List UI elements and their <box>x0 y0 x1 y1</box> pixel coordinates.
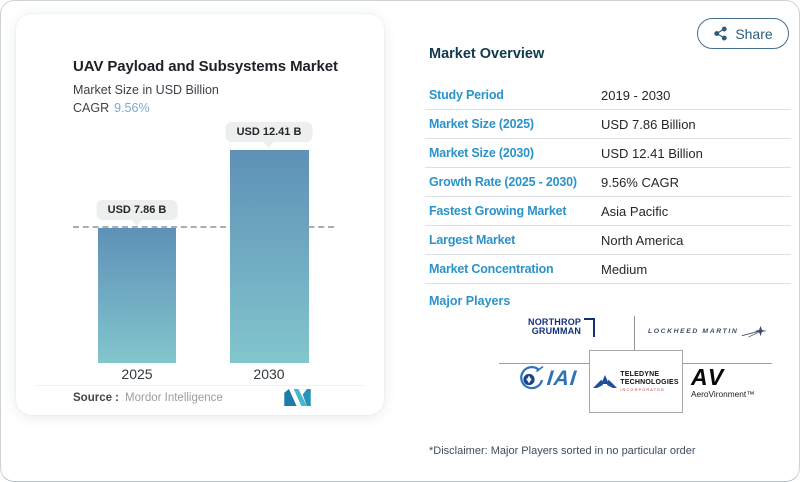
source-value: Mordor Intelligence <box>125 392 223 404</box>
bar-value-label-2025: USD 7.86 B <box>96 200 178 220</box>
row-value: Asia Pacific <box>601 203 669 219</box>
northrop-grumman-logo: NORTHROP GRUMMAN <box>528 317 596 337</box>
table-row: Market Size (2025) USD 7.86 Billion <box>425 110 791 139</box>
table-row: Market Concentration Medium <box>425 255 791 284</box>
teledyne-logo-box: TELEDYNE TECHNOLOGIES INCORPORATED <box>589 350 683 413</box>
logo-grid-horizontal-divider-left <box>499 363 589 364</box>
market-chart-card: UAV Payload and Subsystems Market Market… <box>16 14 384 415</box>
bar-chart-plot: USD 7.86 B USD 12.41 B <box>16 14 384 363</box>
av-wordmark: AV <box>691 364 726 390</box>
chart-subtitle: Market Size in USD Billion <box>73 83 219 97</box>
aerovironment-logo: AV AeroVironment™ <box>691 364 755 400</box>
major-players-label: Major Players <box>429 294 511 308</box>
logo-grid-vertical-divider <box>634 316 635 350</box>
iai-logo: IAI <box>516 365 579 393</box>
chart-title: UAV Payload and Subsystems Market <box>73 58 338 75</box>
iai-wordmark: IAI <box>545 367 579 390</box>
table-row: Largest Market North America <box>425 226 791 255</box>
row-label: Study Period <box>429 88 504 102</box>
row-value: 2019 - 2030 <box>601 87 671 103</box>
northrop-bracket-icon <box>584 318 596 337</box>
row-label: Fastest Growing Market <box>429 204 567 218</box>
row-value: USD 7.86 Billion <box>601 116 696 132</box>
lockheed-star-icon <box>740 324 768 339</box>
lockheed-martin-logo: LOCKHEED MARTIN <box>648 324 768 339</box>
table-row: Study Period 2019 - 2030 <box>425 81 791 110</box>
x-axis-label-2030: 2030 <box>253 366 285 382</box>
cagr-row: CAGR 9.56% <box>73 101 150 115</box>
row-value: 9.56% CAGR <box>601 174 680 190</box>
row-value: USD 12.41 Billion <box>601 145 703 161</box>
source-row: Source : Mordor Intelligence <box>73 392 223 404</box>
row-value: Medium <box>601 261 648 277</box>
cagr-label: CAGR <box>73 101 110 115</box>
x-axis-label-2025: 2025 <box>121 366 153 382</box>
source-label: Source : <box>73 392 120 404</box>
row-value: North America <box>601 232 684 248</box>
aerovironment-name: AeroVironment™ <box>691 389 755 399</box>
iai-emblem-icon <box>516 365 544 393</box>
cagr-value: 9.56% <box>114 101 150 115</box>
row-label: Market Size (2025) <box>429 117 534 131</box>
share-button[interactable]: Share <box>697 18 789 49</box>
teledyne-arrows-icon <box>593 374 618 389</box>
table-row: Fastest Growing Market Asia Pacific <box>425 197 791 226</box>
bar-2025 <box>98 228 176 363</box>
teledyne-wordmark: TELEDYNE TECHNOLOGIES INCORPORATED <box>620 371 679 392</box>
disclaimer-text: *Disclaimer: Major Players sorted in no … <box>429 445 696 457</box>
bar-value-label-2030: USD 12.41 B <box>225 122 313 142</box>
mordor-intelligence-logo-icon <box>284 389 311 411</box>
bar-2030 <box>230 150 309 363</box>
lockheed-martin-wordmark: LOCKHEED MARTIN <box>648 328 739 335</box>
row-label: Market Concentration <box>429 262 554 276</box>
table-row: Market Size (2030) USD 12.41 Billion <box>425 139 791 168</box>
row-label: Market Size (2030) <box>429 146 534 160</box>
row-label: Largest Market <box>429 233 516 247</box>
logo-grid-horizontal-divider-right <box>683 363 772 364</box>
footer-divider <box>36 385 364 386</box>
market-overview-heading: Market Overview <box>429 46 545 62</box>
row-label: Growth Rate (2025 - 2030) <box>429 175 577 189</box>
table-row: Growth Rate (2025 - 2030) 9.56% CAGR <box>425 168 791 197</box>
share-button-label: Share <box>735 25 773 42</box>
share-icon <box>713 26 728 41</box>
reference-dashed-line <box>73 226 334 228</box>
market-overview-table: Study Period 2019 - 2030 Market Size (20… <box>425 81 791 284</box>
northrop-grumman-wordmark: NORTHROP GRUMMAN <box>528 317 582 336</box>
